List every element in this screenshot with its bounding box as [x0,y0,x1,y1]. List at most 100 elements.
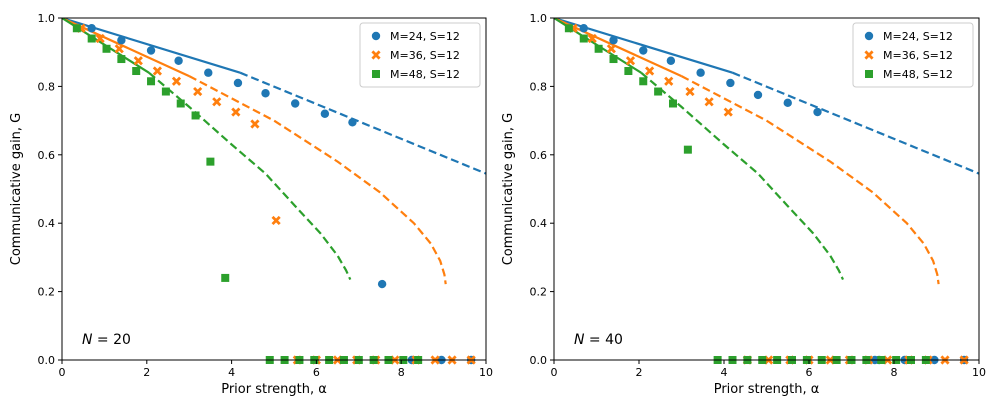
panel1-series3-point-7 [161,87,170,96]
panel1-y-tick-label-5: 0.8 [38,80,56,93]
panel2-x-tick-label-5: 8 [891,366,898,379]
panel1-series2-point-6 [171,76,182,86]
panel2-series1-point-2 [609,36,618,45]
panel1-series1-curve-dashed [239,71,486,175]
panel1-series2-point-8 [212,97,222,107]
panel1-y-tick-label-1: 0.0 [38,354,56,367]
panel2-y-axis-label: Communicative gain, G [501,113,516,266]
panel2-y-tick-label-1: 0.0 [530,354,548,367]
panel1-series3-point-11 [221,273,230,282]
panel2-legend-marker-2 [864,50,874,60]
panel1-series2-curve-dashed [188,75,447,285]
panel2-y-tick-label-2: 0.2 [530,286,548,299]
panel1-series1-point-3 [146,46,156,55]
panel1-axes-frame [61,17,487,361]
panel1-series2-point-11 [271,215,281,226]
panel1-series3-curve-dashed [148,71,352,281]
panel1-legend-marker-2 [371,50,381,60]
panel1-y-tick-label-3: 0.4 [38,217,56,230]
panel1-x-tick-label-5: 8 [398,366,405,379]
panel2-legend-label-3: M=48, S=12 [883,68,953,81]
panel1-series2-point-10 [250,119,260,129]
panel1-y-tick-label-6: 1.0 [38,12,56,25]
panel1-series3-point-9 [191,111,200,120]
panel1-y-tick-label-2: 0.2 [38,286,56,299]
panel1-legend-marker-3 [372,70,380,78]
panel2-y-tick-label-4: 0.6 [530,149,548,162]
panel2-series3-point-5 [624,67,633,76]
panel1-series1-point-10 [348,118,357,127]
panel2-series1-point-1 [579,24,588,33]
panel1-series2-point-9 [231,107,241,117]
panel2-series1-point-7 [753,90,763,100]
panel2-series3-point-6 [639,77,648,86]
panel2-legend-marker-3 [865,70,873,78]
panel1-series1-point-1 [87,24,96,33]
panel1-n-annotation-var: N [82,332,93,348]
panel2-series2-point-2 [587,33,597,44]
panel2-legend-label-2: M=36, S=12 [883,49,953,62]
panel1-series2-point-7 [193,86,203,97]
panel1-series1-point-5 [204,68,213,77]
panel2-series3-point-2 [579,34,588,43]
panel1-series1-point-4 [174,56,183,65]
panel2-n-annotation-value: = 40 [584,332,622,348]
panel1-series3-point-10 [206,157,215,166]
panel2-series1-curve-dashed [732,71,979,175]
panel1-x-tick-label-3: 4 [228,366,235,379]
panel1-series1-point-11 [377,279,387,289]
panel1-n-annotation-value: = 20 [92,332,130,348]
panel1-x-tick-label-1: 0 [59,366,66,379]
panel1-series3-point-5 [132,67,141,76]
panel2-series1-point-4 [666,56,676,65]
panel2-series1-point-9 [813,107,822,117]
panel1-y-tick-label-4: 0.6 [38,149,56,162]
panel1-series2-point-2 [95,33,105,44]
panel2-axes-frame [553,17,980,361]
panel1-legend-label-3: M=48, S=12 [390,68,460,81]
panel1-series3-point-8 [176,99,185,108]
panel2-series2-point-9 [723,107,733,117]
panel1-series3-point-3 [102,44,111,53]
panel1-series1-point-6 [233,78,243,88]
panel2-series2-point-5 [645,66,655,76]
panel2-legend: M=24, S=12 M=36, S=12 M=48, S=12 [852,22,974,88]
panel2-series2-point-6 [664,76,674,86]
panel1-y-axis-label: Communicative gain, G [9,113,24,266]
panel2-x-tick-label-1: 0 [551,366,558,379]
panel2-y-tick-label-6: 1.0 [530,12,548,25]
panel1-chart: 0 2 4 6 8 10 0.0 0.2 0.4 0.6 0.8 1.0 Prior strength,… [9,12,493,397]
panel2-legend-box [852,22,974,88]
panel1-series3-point-1 [72,24,81,33]
panel2-series3-curve-dashed [640,71,845,281]
panel2-series3-point-7 [654,87,663,96]
panel1-x-tick-label-4: 6 [313,366,320,379]
panel2-y-tick-label-3: 0.4 [530,217,548,230]
panel2-series2-point-4 [625,56,636,66]
panel1-series2-point-5 [152,66,162,76]
panel1-legend-label-2: M=36, S=12 [390,49,460,62]
panel2-series3-point-9 [683,145,692,154]
panel2-series3-point-1 [564,24,573,33]
panel2-series3-point-3 [594,44,603,53]
panel1-legend: M=24, S=12 M=36, S=12 M=48, S=12 [359,22,481,88]
panel2-series2-point-7 [685,86,695,97]
panel2-series1-point-5 [696,68,705,77]
panel2-chart: 0 2 4 6 8 10 0.0 0.2 0.4 0.6 0.8 1.0 Prior strength,… [501,12,986,397]
panel2-series1-point-6 [726,78,735,88]
panel1-series2-point-4 [133,56,143,66]
panel1-legend-marker-1 [371,31,381,41]
panel2-x-axis-label: Prior strength, α [714,382,820,397]
panel2-n-annotation-var: N [574,332,585,348]
panel1-legend-label-1: M=24, S=12 [390,30,460,43]
panel1-series1-point-8 [291,99,300,108]
panel1-series1-point-9 [320,109,330,118]
panel1-x-tick-label-2: 2 [143,366,150,379]
panel1-series2-point-3 [114,44,124,54]
panel1-x-tick-label-6: 10 [479,366,493,379]
panel2-n-annotation: N = 40 [574,332,623,348]
panel2-legend-marker-1 [864,31,874,41]
panel2-series1-point-3 [639,46,648,55]
